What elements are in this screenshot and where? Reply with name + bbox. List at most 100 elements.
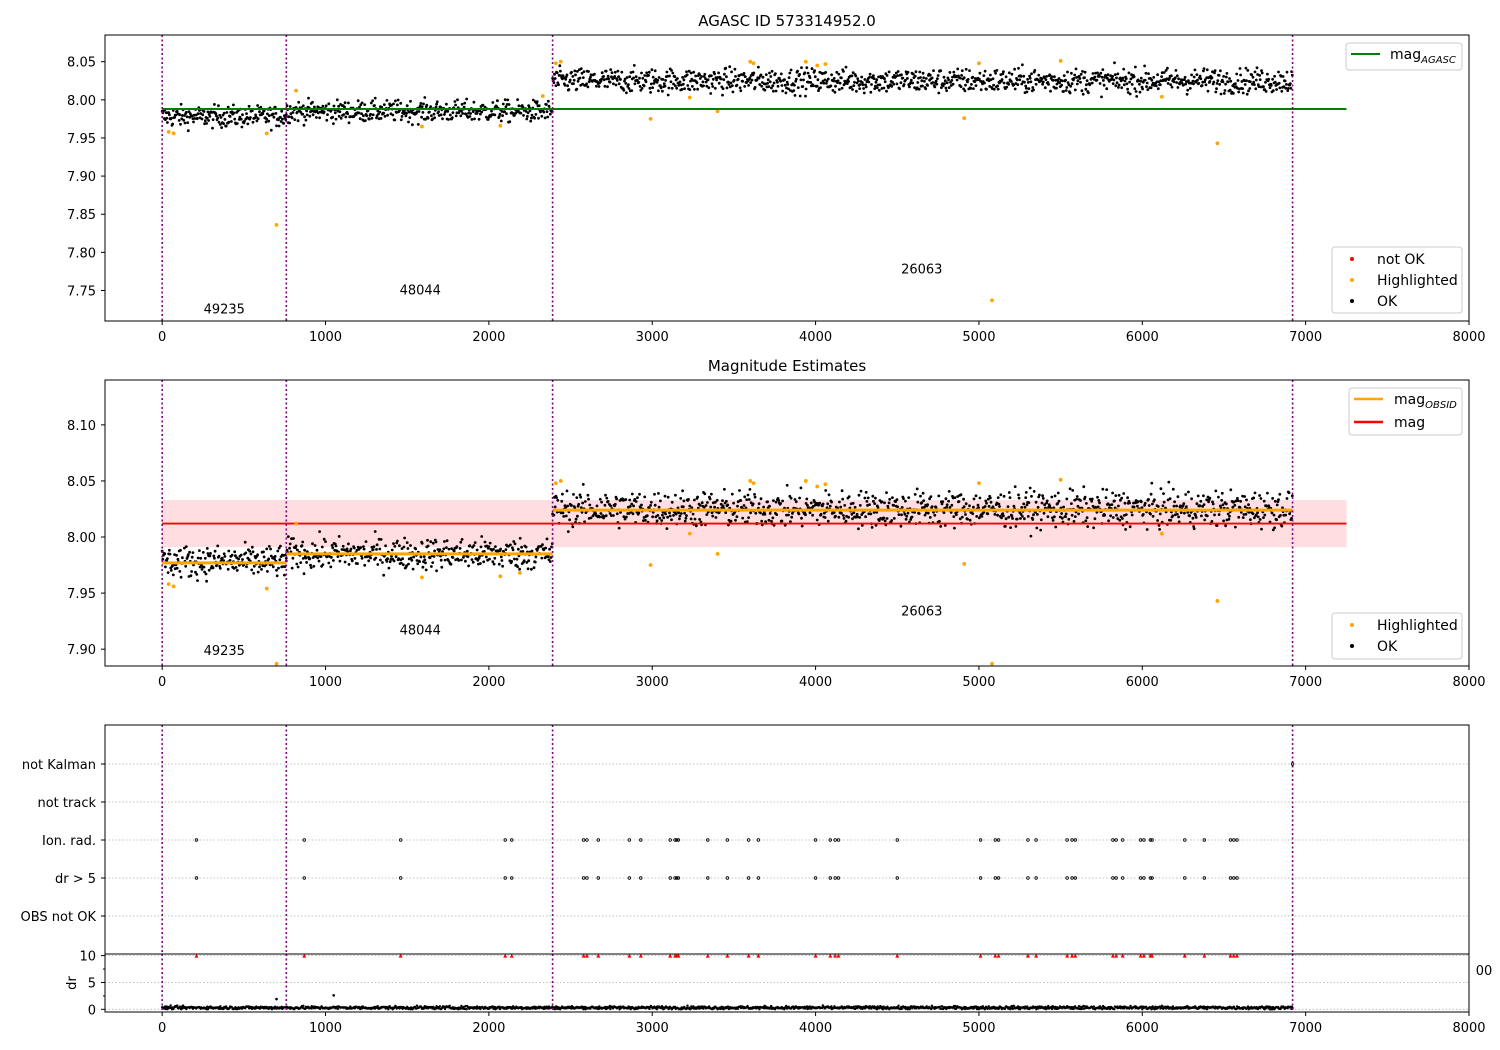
ok-point	[392, 102, 395, 106]
ok-point	[904, 499, 907, 503]
ok-point	[798, 94, 802, 98]
ok-point	[1234, 82, 1237, 86]
ok-point	[187, 110, 191, 113]
ok-point	[1214, 489, 1218, 493]
ok-point	[1145, 528, 1149, 531]
ok-point	[407, 562, 410, 566]
ok-point	[360, 112, 363, 116]
ok-point	[1117, 83, 1121, 87]
ok-point	[675, 86, 679, 90]
ok-point	[564, 514, 568, 518]
ok-point	[687, 498, 690, 501]
ok-point	[730, 70, 733, 74]
ok-point	[336, 555, 340, 558]
ok-point	[808, 511, 812, 515]
ok-point	[586, 85, 590, 89]
ok-point	[1141, 513, 1145, 516]
ok-point	[1043, 86, 1047, 90]
ok-point	[1052, 506, 1056, 510]
ok-point	[480, 110, 484, 114]
ok-point	[617, 82, 621, 86]
ok-point	[1175, 81, 1178, 84]
ok-point	[416, 562, 420, 566]
ok-point	[956, 67, 960, 71]
ok-point	[844, 519, 848, 523]
flag-category-label: not track	[37, 796, 96, 811]
ok-point	[1051, 78, 1055, 82]
ok-point	[1143, 78, 1147, 82]
ok-point	[1041, 494, 1044, 498]
ok-point	[736, 77, 740, 81]
ok-point	[749, 81, 752, 84]
ok-point	[318, 116, 321, 120]
x-tick-label: 1000	[309, 675, 342, 690]
ok-point	[291, 111, 295, 114]
ok-point	[403, 536, 406, 540]
ok-point	[995, 69, 999, 72]
ok-point	[1020, 506, 1024, 509]
ok-point	[919, 494, 922, 498]
ok-point	[288, 546, 291, 550]
ok-point	[1278, 86, 1282, 90]
ok-point	[840, 76, 843, 80]
ok-point	[487, 545, 491, 548]
ok-point	[1162, 492, 1165, 495]
ok-point	[784, 91, 788, 95]
ok-point	[788, 71, 792, 75]
ok-point	[228, 115, 232, 118]
ok-point	[321, 104, 325, 108]
ok-point	[885, 491, 888, 494]
highlighted-point	[171, 131, 176, 136]
legend-marker	[1350, 257, 1354, 261]
ok-point	[387, 566, 391, 570]
ok-point	[430, 565, 433, 568]
ok-point	[787, 513, 790, 517]
ok-point	[572, 78, 576, 82]
ok-point	[1243, 495, 1246, 498]
ok-point	[1251, 75, 1255, 79]
dr-point	[176, 1004, 179, 1007]
ok-point	[1268, 86, 1272, 90]
ok-point	[1192, 82, 1195, 86]
ok-point	[896, 505, 899, 509]
highlighted-point	[748, 479, 753, 483]
ok-point	[825, 506, 829, 510]
ok-point	[685, 514, 688, 517]
ok-point	[776, 80, 779, 84]
ok-point	[1255, 66, 1259, 70]
ok-point	[1193, 68, 1197, 72]
ok-point	[926, 503, 929, 507]
ok-point	[785, 483, 789, 487]
ok-point	[832, 79, 835, 83]
ok-point	[1123, 501, 1127, 505]
ok-point	[991, 77, 995, 81]
ok-point	[394, 555, 398, 559]
ok-point	[1245, 92, 1249, 96]
legend-lower	[1331, 612, 1463, 660]
ok-point	[243, 540, 247, 544]
ok-point	[978, 71, 982, 75]
ok-point	[831, 89, 835, 92]
ok-point	[1221, 80, 1225, 84]
flag-point	[1111, 838, 1115, 842]
ok-point	[702, 84, 705, 88]
highlighted-point	[962, 116, 967, 121]
ok-point	[600, 500, 603, 504]
flag-point	[639, 876, 643, 880]
ok-point	[824, 71, 828, 74]
ok-point	[1027, 87, 1031, 90]
ok-point	[213, 103, 216, 106]
ok-point	[657, 492, 660, 495]
ok-point	[1084, 519, 1088, 523]
ok-point	[473, 117, 476, 121]
ok-point	[541, 543, 544, 546]
ok-point	[1253, 83, 1256, 86]
ok-point	[1065, 497, 1069, 501]
ok-point	[297, 100, 301, 104]
dr-point	[897, 1004, 900, 1007]
ok-point	[717, 81, 721, 85]
ok-point	[171, 573, 175, 577]
ok-point	[496, 99, 499, 103]
ok-point	[1286, 89, 1290, 92]
ok-point	[941, 500, 945, 503]
